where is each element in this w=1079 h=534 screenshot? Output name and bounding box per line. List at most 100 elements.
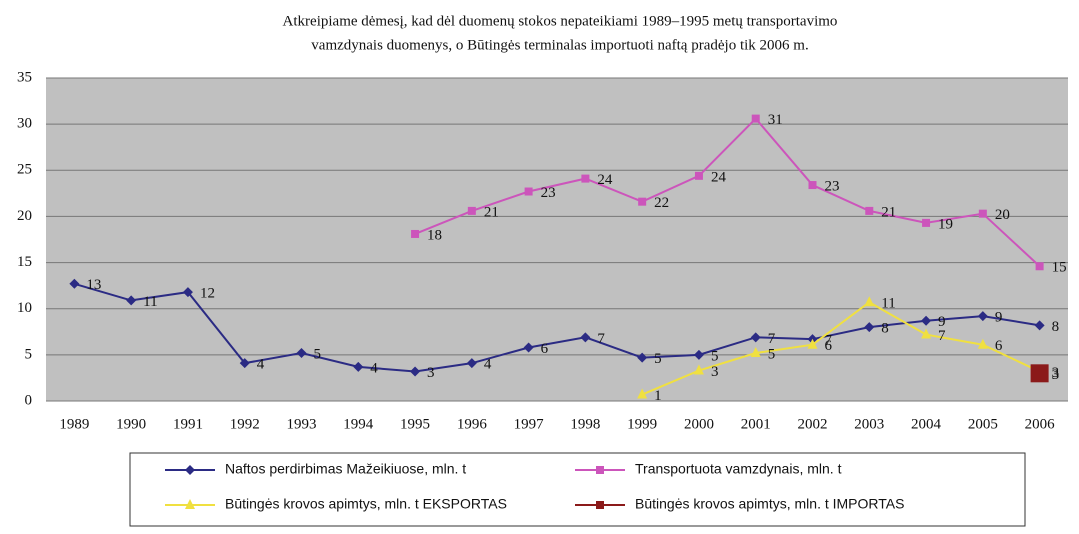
marker [1034, 320, 1045, 331]
marker [411, 229, 420, 238]
marker [69, 278, 80, 289]
y-tick-label: 35 [17, 69, 32, 85]
legend [129, 452, 1026, 527]
data-label: 5 [711, 348, 719, 364]
marker [523, 342, 534, 353]
legend-label: Naftos perdirbimas Mažeikiuose, mln. t [225, 461, 466, 477]
x-tick-label: 1991 [173, 416, 203, 432]
marker [808, 181, 817, 190]
y-tick-label: 5 [25, 346, 33, 362]
marker [580, 332, 591, 343]
marker [467, 206, 476, 215]
marker [751, 114, 760, 123]
data-label: 23 [825, 178, 840, 194]
marker [638, 197, 647, 206]
x-tick-label: 2005 [968, 416, 998, 432]
data-label: 6 [995, 338, 1003, 354]
marker [693, 364, 704, 375]
y-tick-label: 20 [17, 208, 32, 224]
x-tick-label: 2002 [798, 416, 828, 432]
marker [596, 466, 604, 474]
data-label: 11 [143, 294, 157, 310]
data-label: 8 [881, 321, 889, 337]
x-tick-label: 1994 [343, 416, 374, 432]
marker [750, 347, 761, 358]
marker [353, 361, 364, 372]
data-label: 3 [427, 365, 435, 381]
x-tick-label: 1993 [287, 416, 317, 432]
data-label: 18 [427, 227, 442, 243]
marker [921, 328, 932, 339]
data-label: 7 [938, 328, 946, 344]
data-label: 6 [541, 341, 549, 357]
data-label: 12 [200, 286, 215, 302]
data-label: 1 [654, 388, 662, 404]
data-label: 3 [1052, 367, 1060, 383]
data-label: 24 [711, 169, 727, 185]
data-label: 13 [86, 277, 101, 293]
marker [524, 187, 533, 196]
data-label: 4 [370, 360, 378, 376]
marker [978, 209, 987, 218]
marker [1035, 262, 1044, 271]
x-tick-label: 1992 [230, 416, 260, 432]
x-tick-label: 1990 [116, 416, 146, 432]
legend-label: Būtingės krovos apimtys, mln. t IMPORTAS [635, 496, 904, 512]
marker [239, 358, 250, 369]
data-label: 31 [768, 112, 783, 128]
x-tick-label: 1989 [59, 416, 89, 432]
chart-title: vamzdynais duomenys, o Būtingės terminal… [311, 37, 808, 53]
marker [296, 348, 307, 359]
legend-label: Transportuota vamzdynais, mln. t [635, 461, 842, 477]
data-label: 22 [654, 195, 669, 211]
data-label: 19 [938, 216, 953, 232]
data-label: 11 [881, 296, 895, 312]
legend-label: Būtingės krovos apimtys, mln. t EKSPORTA… [225, 496, 507, 512]
marker [864, 296, 875, 307]
marker [185, 465, 195, 475]
data-label: 4 [257, 357, 265, 373]
data-label: 6 [825, 338, 833, 354]
data-label: 7 [597, 331, 605, 347]
marker [865, 206, 874, 215]
x-tick-label: 1995 [400, 416, 430, 432]
marker [694, 171, 703, 180]
data-label: 4 [484, 357, 492, 373]
y-tick-label: 30 [17, 116, 32, 132]
data-label: 9 [995, 310, 1003, 326]
marker [921, 315, 932, 326]
marker [750, 332, 761, 343]
marker [410, 366, 421, 377]
data-label: 15 [1052, 260, 1067, 276]
x-tick-label: 2000 [684, 416, 714, 432]
marker [126, 295, 137, 306]
x-tick-label: 2006 [1025, 416, 1056, 432]
x-tick-label: 2001 [741, 416, 771, 432]
marker [182, 287, 193, 298]
x-tick-label: 1998 [570, 416, 600, 432]
marker [864, 322, 875, 333]
x-tick-label: 1999 [627, 416, 657, 432]
y-tick-label: 15 [17, 254, 32, 270]
marker [581, 174, 590, 183]
marker [596, 501, 604, 509]
x-tick-label: 2003 [854, 416, 884, 432]
y-tick-label: 0 [25, 392, 33, 408]
data-label: 8 [1052, 319, 1060, 335]
data-label: 3 [711, 364, 719, 380]
data-label: 3 [1052, 365, 1060, 381]
marker [977, 311, 988, 322]
data-label: 21 [484, 204, 499, 220]
x-tick-label: 2004 [911, 416, 942, 432]
series-line [414, 117, 1041, 267]
marker [977, 338, 988, 349]
y-tick-label: 10 [17, 300, 32, 316]
data-label: 23 [541, 185, 556, 201]
marker [922, 218, 931, 227]
data-label: 5 [654, 351, 662, 367]
marker [637, 388, 648, 399]
x-tick-label: 1996 [457, 416, 488, 432]
data-label: 5 [768, 346, 776, 362]
data-label: 20 [995, 207, 1010, 223]
chart-title: Atkreipiame dėmesį, kad dėl duomenų stok… [283, 13, 838, 29]
